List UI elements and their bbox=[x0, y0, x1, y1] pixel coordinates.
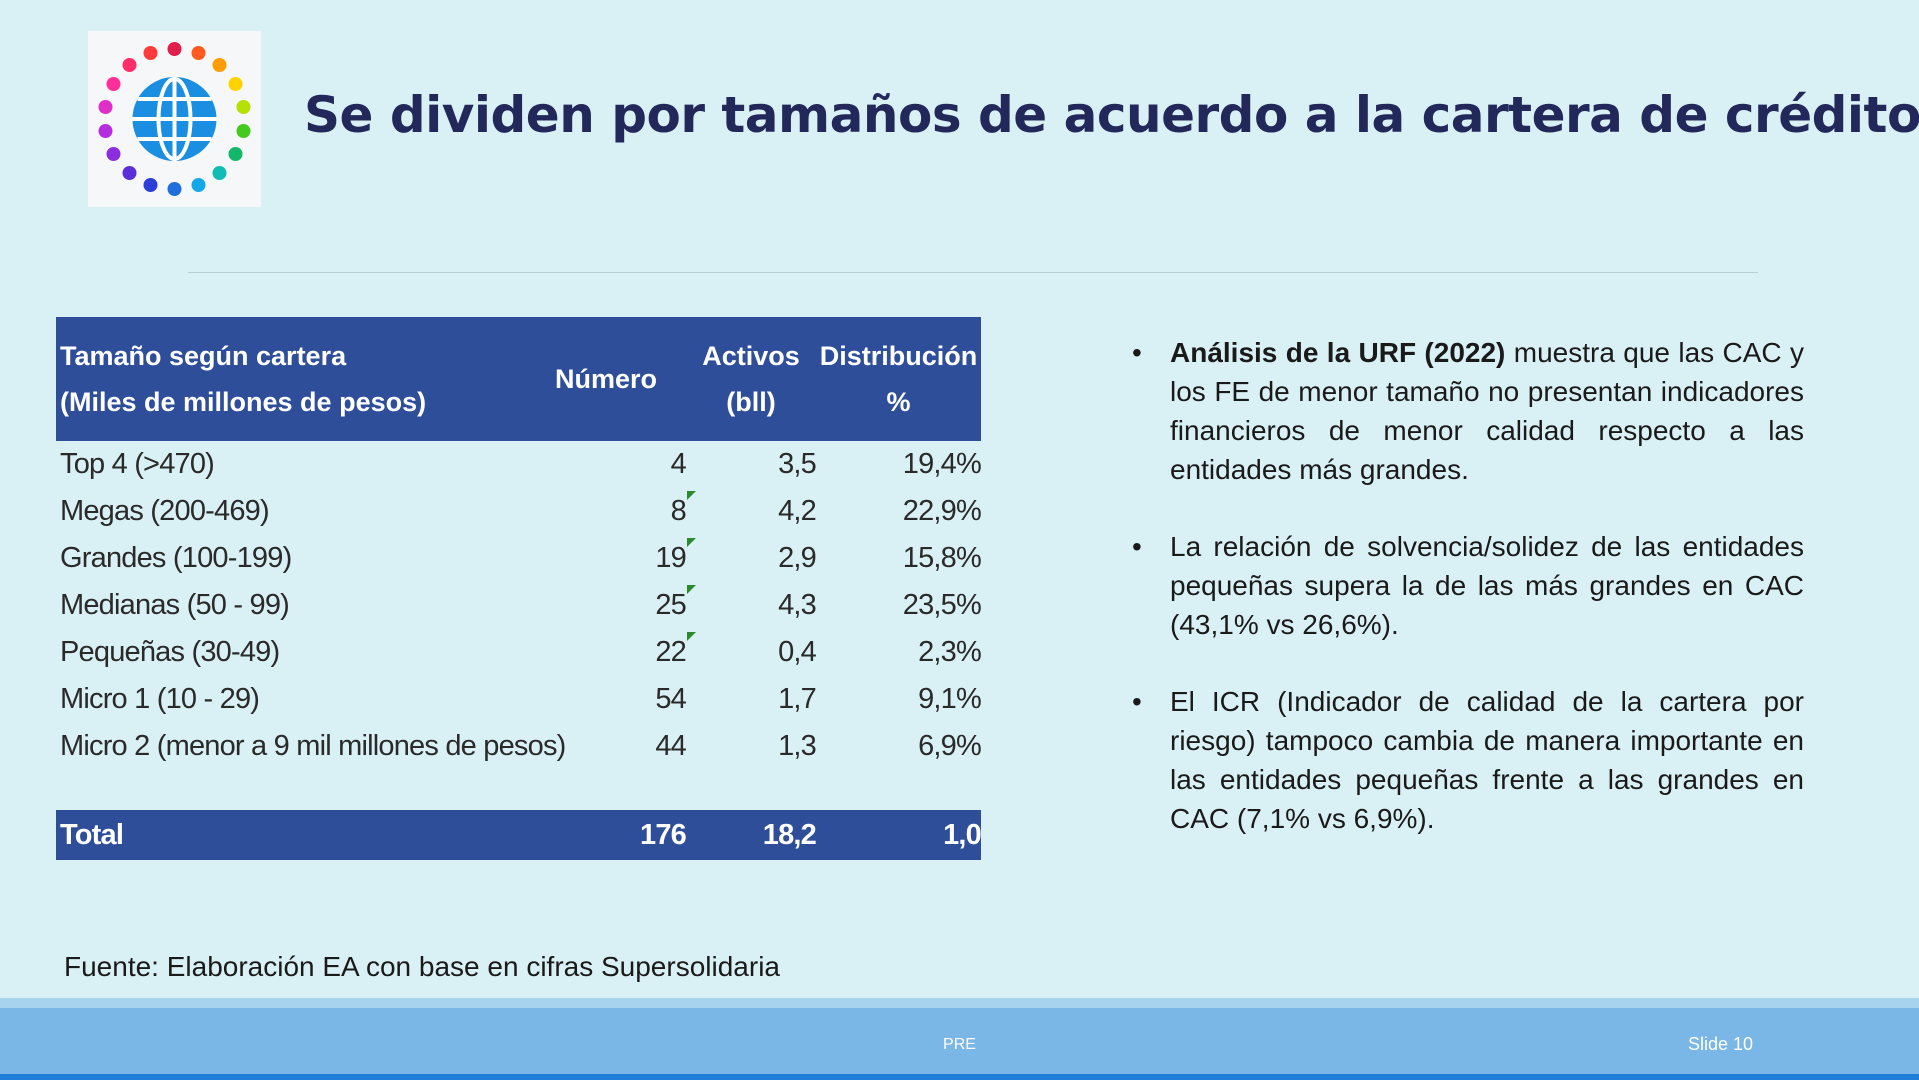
header-distribution-line1: Distribución bbox=[819, 341, 978, 371]
total-assets: 18,2 bbox=[762, 818, 817, 851]
data-table: Tamaño según cartera (Miles de millones … bbox=[56, 317, 982, 860]
row-number-value: 22 bbox=[655, 636, 686, 668]
logo bbox=[88, 31, 261, 207]
row-distribution: 6,9% bbox=[918, 730, 982, 762]
footer-center-text: PRE bbox=[943, 1036, 976, 1053]
row-label: Micro 1 (10 - 29) bbox=[60, 683, 260, 715]
row-distribution: 2,3% bbox=[918, 636, 982, 668]
row-distribution: 23,5% bbox=[902, 589, 982, 621]
bullet-item: • La relación de solvencia/solidez de la… bbox=[1132, 527, 1804, 644]
row-number: 19 bbox=[526, 535, 686, 582]
row-assets: 0,4 bbox=[778, 636, 817, 668]
row-label: Top 4 (>470) bbox=[60, 448, 215, 480]
bullet-item: • Análisis de la URF (2022) muestra que … bbox=[1132, 333, 1804, 489]
table-row: Top 4 (>470) 4 3,5 19,4% bbox=[56, 441, 982, 488]
table-row: Megas (200-469) 8 4,2 22,9% bbox=[56, 488, 982, 535]
table-total-row: Total 176 18,2 1,0 bbox=[56, 810, 982, 860]
table-row: Micro 2 (menor a 9 mil millones de pesos… bbox=[56, 723, 982, 770]
source-note: Fuente: Elaboración EA con base en cifra… bbox=[64, 951, 780, 982]
row-assets: 1,3 bbox=[778, 730, 817, 762]
bullet-text: muestra que las CAC y los FE de menor ta… bbox=[1170, 337, 1804, 485]
row-number-value: 25 bbox=[655, 589, 686, 621]
footer-bottom-line bbox=[0, 1074, 1919, 1080]
row-label: Medianas (50 - 99) bbox=[60, 589, 290, 621]
header-distribution: Distribución % bbox=[816, 317, 981, 441]
bullet-list: • Análisis de la URF (2022) muestra que … bbox=[1132, 333, 1804, 876]
row-distribution: 15,8% bbox=[902, 542, 982, 574]
table-row: Medianas (50 - 99) 25 4,3 23,5% bbox=[56, 582, 982, 629]
header-size: Tamaño según cartera (Miles de millones … bbox=[56, 317, 526, 441]
row-number-value: 54 bbox=[655, 683, 686, 715]
row-assets: 4,3 bbox=[778, 589, 817, 621]
header-number: Número bbox=[554, 363, 657, 394]
row-number-value: 8 bbox=[670, 495, 687, 527]
row-number-value: 4 bbox=[670, 448, 687, 480]
row-number: 8 bbox=[526, 488, 687, 535]
table-row: Pequeñas (30-49) 22 0,4 2,3% bbox=[56, 629, 982, 676]
bullet-bold: Análisis de la URF (2022) bbox=[1170, 337, 1506, 368]
footer-accent bbox=[0, 998, 1919, 1008]
row-number: 25 bbox=[526, 582, 686, 629]
footer-bar: PRE Slide 10 bbox=[0, 1008, 1919, 1074]
total-label: Total bbox=[60, 818, 124, 851]
bullet-text: La relación de solvencia/solidez de las … bbox=[1170, 531, 1804, 640]
row-assets: 4,2 bbox=[778, 495, 817, 527]
row-label: Micro 2 (menor a 9 mil millones de pesos… bbox=[60, 730, 566, 762]
bullet-dot-icon: • bbox=[1132, 337, 1142, 368]
row-distribution: 19,4% bbox=[902, 448, 982, 480]
row-assets: 2,9 bbox=[778, 542, 817, 574]
globe-people-ring-icon bbox=[98, 42, 251, 196]
bullet-text: El ICR (Indicador de calidad de la carte… bbox=[1170, 686, 1804, 834]
row-distribution: 9,1% bbox=[918, 683, 982, 715]
slide-number: Slide 10 bbox=[1688, 1034, 1754, 1054]
row-number: 22 bbox=[526, 629, 686, 676]
divider bbox=[188, 272, 1758, 273]
page-title: Se dividen por tamaños de acuerdo a la c… bbox=[304, 86, 1919, 144]
table-spacer bbox=[56, 770, 981, 810]
total-distribution: 1,0 bbox=[943, 818, 982, 851]
table-header-row: Tamaño según cartera (Miles de millones … bbox=[56, 317, 981, 441]
header-size-line1: Tamaño según cartera bbox=[60, 341, 347, 371]
header-assets-line2: (bll) bbox=[726, 387, 776, 417]
row-number: 54 bbox=[526, 676, 686, 723]
row-number: 44 bbox=[526, 723, 686, 770]
header-assets-line1: Activos bbox=[702, 341, 800, 371]
row-distribution: 22,9% bbox=[902, 495, 982, 527]
row-label: Megas (200-469) bbox=[60, 495, 270, 527]
row-label: Grandes (100-199) bbox=[60, 542, 292, 574]
total-number: 176 bbox=[640, 818, 687, 851]
row-assets: 1,7 bbox=[778, 683, 817, 715]
bullet-dot-icon: • bbox=[1132, 531, 1142, 562]
header-size-line2: (Miles de millones de pesos) bbox=[60, 387, 427, 417]
row-number-value: 44 bbox=[655, 730, 686, 762]
bullet-item: • El ICR (Indicador de calidad de la car… bbox=[1132, 682, 1804, 838]
row-label: Pequeñas (30-49) bbox=[60, 636, 280, 668]
row-number: 4 bbox=[526, 441, 687, 488]
table-row: Grandes (100-199) 19 2,9 15,8% bbox=[56, 535, 982, 582]
row-number-value: 19 bbox=[655, 542, 686, 574]
header-distribution-line2: % bbox=[886, 387, 911, 417]
header-assets: Activos (bll) bbox=[686, 317, 816, 441]
bullet-dot-icon: • bbox=[1132, 686, 1142, 717]
table-row: Micro 1 (10 - 29) 54 1,7 9,1% bbox=[56, 676, 982, 723]
row-assets: 3,5 bbox=[778, 448, 817, 480]
